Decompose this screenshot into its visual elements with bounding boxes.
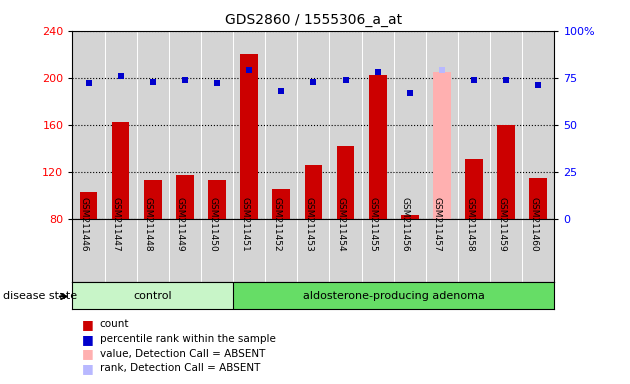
Bar: [465, 159, 483, 219]
Bar: [72, 282, 233, 309]
Text: GSM211459: GSM211459: [497, 197, 506, 251]
Bar: [369, 75, 387, 219]
Text: GSM211447: GSM211447: [112, 197, 121, 251]
Text: ■: ■: [82, 347, 94, 360]
Text: GSM211457: GSM211457: [433, 197, 442, 251]
Text: GSM211456: GSM211456: [401, 197, 410, 251]
Text: GSM211450: GSM211450: [208, 197, 217, 251]
Bar: [304, 165, 323, 219]
Text: count: count: [100, 319, 129, 329]
Bar: [240, 54, 258, 219]
Bar: [497, 125, 515, 219]
Bar: [433, 72, 451, 219]
Text: GSM211460: GSM211460: [529, 197, 538, 251]
Text: rank, Detection Call = ABSENT: rank, Detection Call = ABSENT: [100, 363, 260, 373]
Bar: [208, 180, 226, 219]
Bar: [401, 215, 419, 219]
Text: ■: ■: [82, 318, 94, 331]
Text: aldosterone-producing adenoma: aldosterone-producing adenoma: [303, 291, 484, 301]
Text: ■: ■: [82, 333, 94, 346]
Bar: [112, 122, 130, 219]
Bar: [79, 192, 98, 219]
Text: GSM211448: GSM211448: [144, 197, 152, 251]
Bar: [529, 178, 547, 219]
Text: ■: ■: [82, 362, 94, 375]
Bar: [176, 175, 194, 219]
Text: disease state: disease state: [3, 291, 77, 301]
Text: GSM211449: GSM211449: [176, 197, 185, 251]
Text: GSM211454: GSM211454: [336, 197, 345, 251]
Bar: [233, 282, 554, 309]
Bar: [336, 146, 355, 219]
Text: percentile rank within the sample: percentile rank within the sample: [100, 334, 275, 344]
Text: GSM211452: GSM211452: [272, 197, 281, 251]
Text: GSM211458: GSM211458: [465, 197, 474, 251]
Text: GSM211451: GSM211451: [240, 197, 249, 251]
Text: GSM211446: GSM211446: [79, 197, 88, 251]
Text: GSM211455: GSM211455: [369, 197, 377, 251]
Text: control: control: [134, 291, 172, 301]
Text: value, Detection Call = ABSENT: value, Detection Call = ABSENT: [100, 349, 265, 359]
Bar: [272, 189, 290, 219]
Bar: [144, 180, 162, 219]
Title: GDS2860 / 1555306_a_at: GDS2860 / 1555306_a_at: [225, 13, 402, 27]
Text: GSM211453: GSM211453: [304, 197, 313, 251]
